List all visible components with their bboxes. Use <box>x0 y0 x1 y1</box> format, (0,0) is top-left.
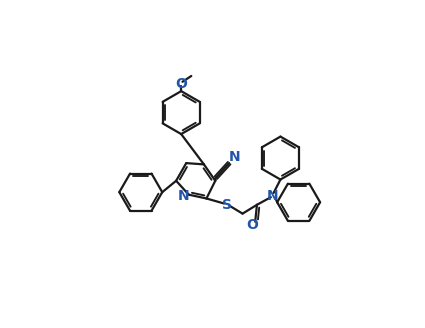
Text: O: O <box>246 218 258 232</box>
Text: S: S <box>222 198 232 212</box>
Text: N: N <box>177 189 189 203</box>
Text: O: O <box>175 76 187 91</box>
Text: N: N <box>267 189 279 203</box>
Text: N: N <box>229 150 241 164</box>
